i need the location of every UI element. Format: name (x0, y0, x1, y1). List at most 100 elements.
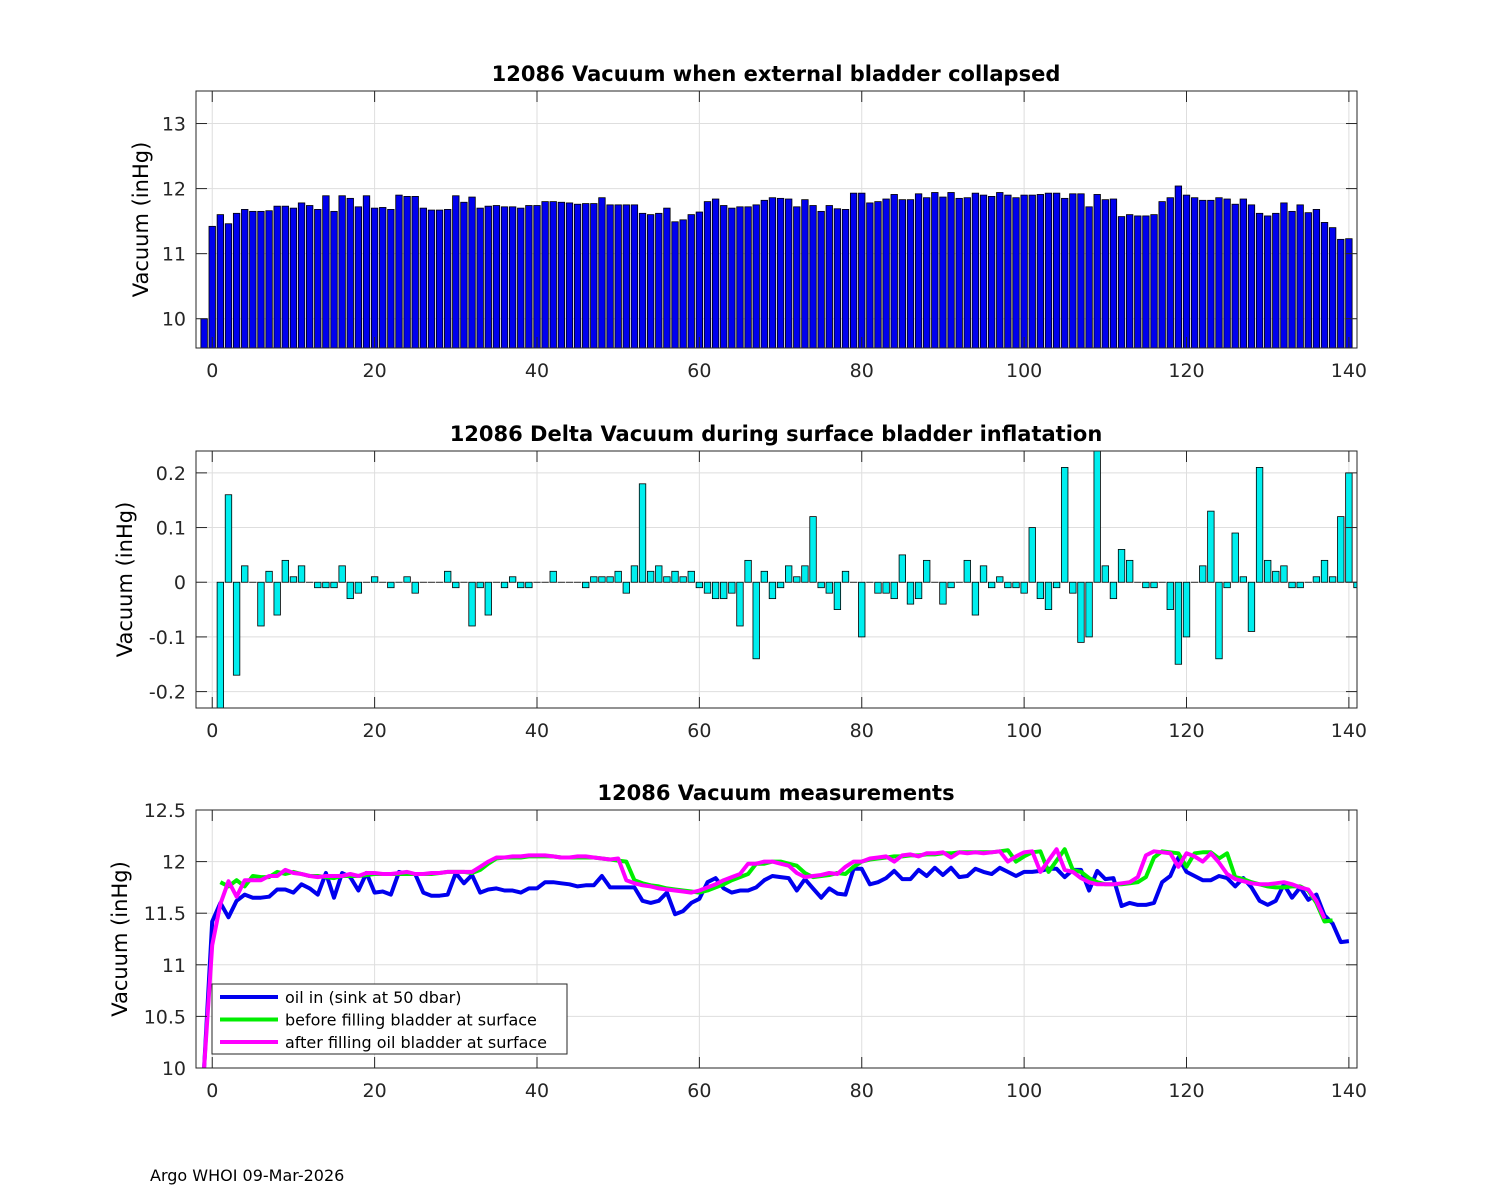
bar (330, 581, 338, 589)
bar (508, 206, 517, 348)
bar (1320, 222, 1329, 348)
bar (427, 209, 436, 348)
x-tick-label: 60 (687, 720, 711, 742)
bar (362, 195, 371, 348)
bar (265, 570, 273, 583)
bar (1166, 197, 1174, 348)
bar (988, 196, 996, 348)
bar (1061, 467, 1069, 583)
bar (273, 581, 281, 616)
bar (817, 581, 825, 589)
bar (484, 581, 492, 616)
bar (224, 494, 233, 583)
bar (460, 201, 468, 348)
bar (914, 193, 923, 348)
bar (281, 205, 289, 348)
bar (338, 195, 346, 348)
bar (671, 570, 679, 583)
bar (1044, 581, 1053, 610)
bar (703, 201, 712, 348)
y-tick-label: 12 (162, 179, 186, 201)
bar (403, 196, 411, 348)
bar (257, 210, 265, 348)
bar (1288, 581, 1296, 589)
bar (476, 207, 484, 348)
x-tick-label: 60 (687, 1080, 711, 1102)
y-tick-label: 0.1 (156, 518, 186, 540)
bar (541, 201, 549, 348)
bar (988, 581, 996, 589)
bar (963, 197, 971, 348)
bar (785, 198, 793, 348)
bar (1117, 549, 1126, 583)
bar (1328, 227, 1337, 348)
bar (728, 207, 736, 348)
x-tick-label: 0 (206, 1080, 218, 1102)
bar (622, 204, 630, 348)
y-tick-label: 10.5 (144, 1006, 186, 1028)
grid (196, 451, 1357, 708)
bar (858, 581, 866, 638)
bar (971, 192, 980, 348)
bar (728, 581, 736, 594)
bar (687, 570, 695, 583)
y-tick-label: 12.5 (144, 800, 186, 822)
bar (452, 581, 460, 589)
y-axis-label: Vacuum (inHg) (108, 861, 132, 1017)
bar (1020, 581, 1028, 594)
bar (882, 581, 890, 594)
bar (598, 197, 606, 348)
bar (1150, 214, 1158, 348)
bar (1052, 192, 1061, 348)
bar (825, 205, 833, 348)
bar (525, 205, 533, 348)
bar (663, 576, 671, 583)
bar (1101, 199, 1109, 348)
y-tick-label: 12 (162, 852, 186, 874)
bar (687, 214, 695, 348)
bar (906, 199, 915, 348)
bar (809, 516, 817, 583)
series-line-0 (202, 855, 1350, 1068)
legend: oil in (sink at 50 dbar) before filling b… (211, 983, 568, 1055)
bar (452, 195, 460, 348)
bar (622, 581, 630, 594)
data-layer (200, 185, 1353, 348)
bar (963, 559, 971, 583)
bar (379, 207, 387, 348)
ticks (196, 91, 1357, 348)
bar (939, 196, 947, 348)
bar (744, 206, 752, 348)
bar (979, 565, 988, 583)
bar (776, 197, 785, 348)
bar (874, 581, 882, 594)
bar (695, 581, 704, 589)
bar (200, 318, 208, 348)
bar (801, 565, 809, 583)
bar (1239, 198, 1247, 348)
x-tick-label: 60 (687, 360, 711, 382)
bar (322, 195, 330, 348)
x-tick-label: 100 (1006, 360, 1042, 382)
y-tick-label: 0.2 (156, 463, 186, 485)
bar (695, 211, 704, 348)
bar (419, 207, 427, 348)
bar (1264, 215, 1272, 348)
bar (1077, 581, 1085, 643)
bar (1077, 193, 1085, 348)
bar (793, 206, 801, 348)
y-tick-label: 0 (174, 572, 186, 594)
bar (403, 576, 411, 583)
bar (1231, 203, 1239, 348)
x-tick-label: 40 (525, 1080, 549, 1102)
bar (890, 581, 898, 600)
bar (590, 203, 598, 348)
bar (736, 581, 744, 627)
bar (768, 197, 777, 348)
bar (387, 581, 395, 589)
x-tick-label: 140 (1331, 360, 1367, 382)
legend-entry: before filling bladder at surface (285, 1011, 537, 1030)
bar (720, 205, 728, 348)
bar (785, 565, 793, 583)
bar (711, 198, 720, 348)
